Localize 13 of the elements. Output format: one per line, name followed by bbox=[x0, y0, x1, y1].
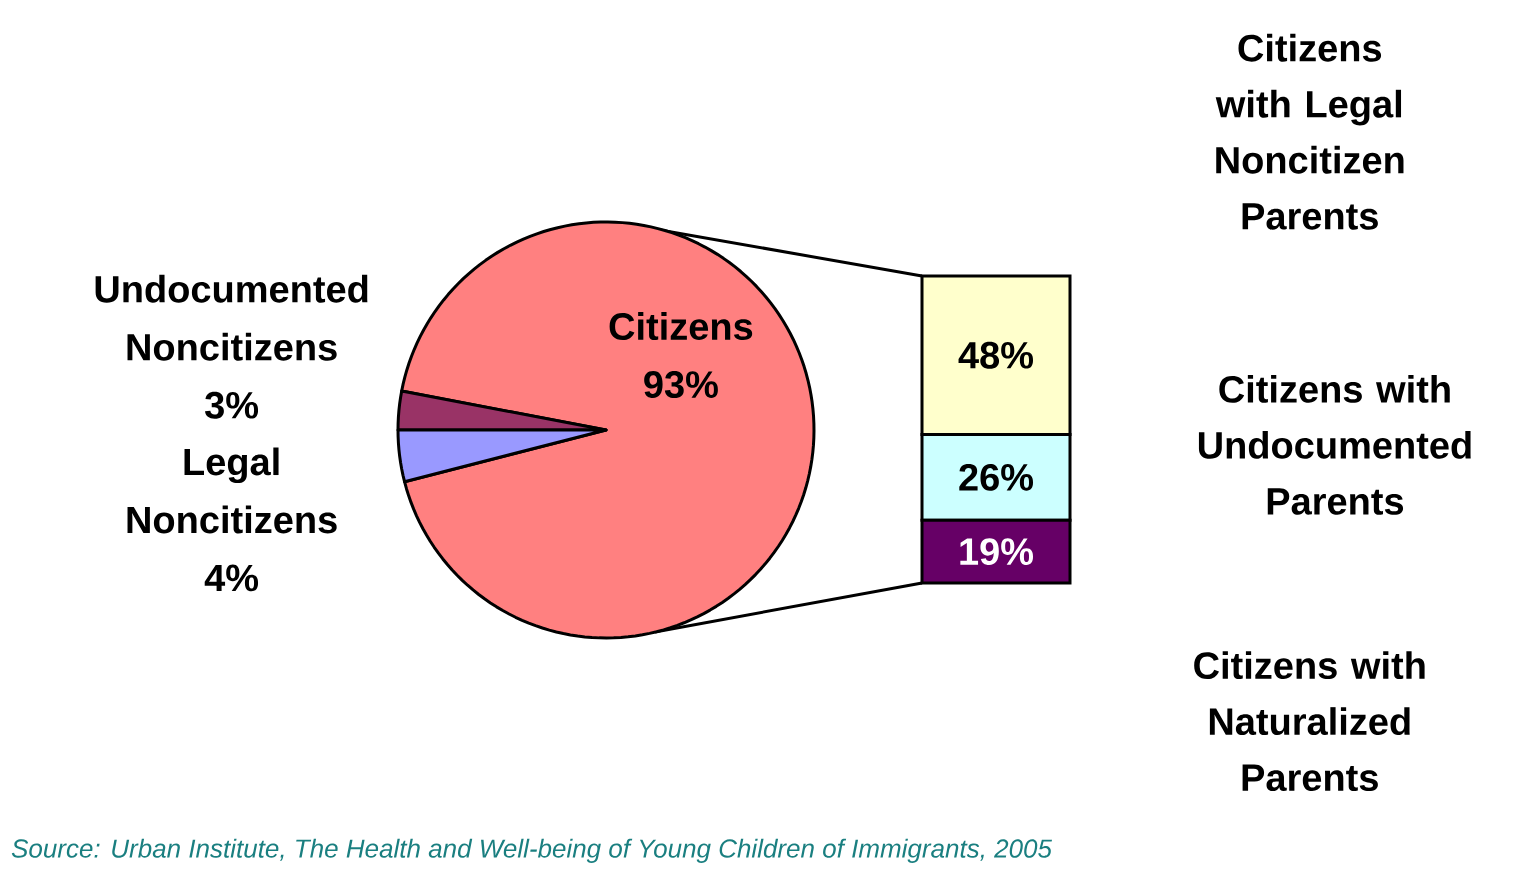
data-label: 48% bbox=[958, 341, 1034, 369]
source-note: Source: Urban Institute, The Health and Well-being of Young Children of Immigrants, 2005 bbox=[11, 838, 1053, 863]
text: Citizens with Naturalized Parents bbox=[1194, 651, 1425, 792]
slice-label: Undocumented Noncitizens bbox=[95, 274, 368, 361]
data-label: 26% bbox=[959, 463, 1034, 491]
data-label: 3% bbox=[205, 391, 259, 419]
data-label: 19% bbox=[960, 538, 1034, 566]
data-label: 4% bbox=[204, 564, 259, 592]
slice-label: Legal Noncitizens bbox=[127, 447, 337, 534]
data-label: 93% bbox=[644, 371, 718, 399]
slice-label: Citizens bbox=[609, 312, 753, 341]
text: Citizens with Undocumented Parents bbox=[1198, 374, 1471, 515]
text: Citizens with Legal Noncitizen Parents bbox=[1215, 33, 1404, 230]
